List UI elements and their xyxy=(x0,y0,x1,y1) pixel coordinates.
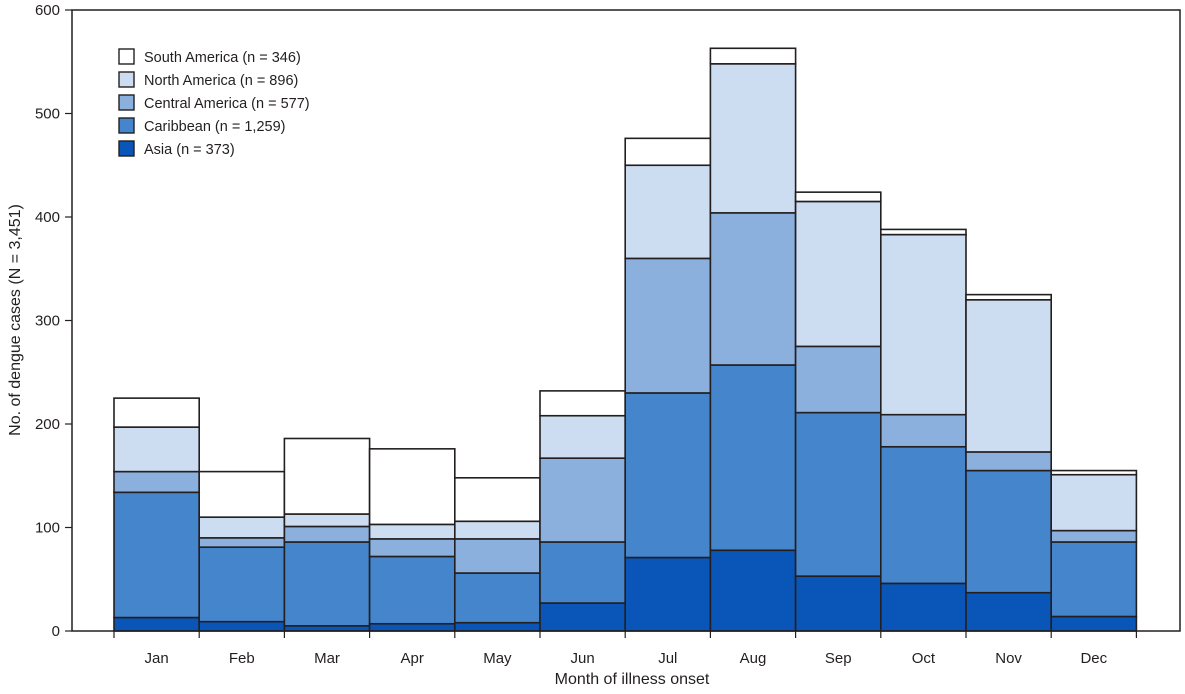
bar-segment-mar-series-1 xyxy=(283,541,371,627)
bars-group xyxy=(113,47,1138,632)
bar-segment-dec-series-0 xyxy=(1050,615,1138,632)
bar-segment-mar-series-2 xyxy=(283,525,371,543)
bar-segment-dec-series-1 xyxy=(1050,541,1138,618)
bar-segment-apr-series-3 xyxy=(368,523,456,540)
bar-segment-aug-series-1 xyxy=(709,364,797,552)
bar-segment-mar-series-3 xyxy=(283,513,371,528)
x-tick-label-mar: Mar xyxy=(314,650,340,667)
legend-label: South America (n = 346) xyxy=(144,50,301,66)
legend: South America (n = 346) North America (n … xyxy=(118,48,310,158)
y-tick-label: 200 xyxy=(35,416,60,433)
bar-segment-sep-series-2 xyxy=(794,345,882,414)
y-tick-label: 400 xyxy=(35,209,60,226)
bar-segment-jul-series-3 xyxy=(624,164,712,260)
bar-segment-sep-series-4 xyxy=(794,191,882,203)
bar-segment-jun-series-4 xyxy=(539,390,626,417)
bar-segment-jan-series-0 xyxy=(113,616,200,632)
y-tick-label: 0 xyxy=(52,623,60,640)
bar-segment-may-series-3 xyxy=(453,520,541,540)
legend-swatch xyxy=(118,71,135,88)
y-axis-label: No. of dengue cases (N = 3,451) xyxy=(7,204,24,436)
x-tick-label-aug: Aug xyxy=(740,650,767,667)
bar-segment-sep-series-3 xyxy=(794,200,882,348)
bar-segment-jun-series-1 xyxy=(539,541,626,604)
bar-segment-apr-series-2 xyxy=(368,538,456,558)
bar-segment-may-series-0 xyxy=(453,621,541,632)
bar-segment-dec-series-2 xyxy=(1050,529,1138,543)
bar-segment-aug-series-2 xyxy=(709,212,797,366)
bar-segment-jan-series-2 xyxy=(113,470,200,494)
bar-segment-jul-series-0 xyxy=(624,556,712,632)
bar-segment-nov-series-2 xyxy=(965,451,1052,472)
bar-segment-jul-series-4 xyxy=(624,137,712,167)
legend-label: Caribbean (n = 1,259) xyxy=(144,119,285,135)
bar-segment-feb-series-3 xyxy=(198,516,286,539)
legend-label: Asia (n = 373) xyxy=(144,142,235,158)
bar-segment-feb-series-0 xyxy=(198,620,286,632)
x-tick-label-nov: Nov xyxy=(995,650,1022,667)
x-tick-label-oct: Oct xyxy=(912,650,936,667)
y-axis: 0 100 200 300 400 500 600 xyxy=(35,2,72,640)
bar-segment-sep-series-1 xyxy=(794,411,882,577)
bar-segment-apr-series-1 xyxy=(368,555,456,625)
x-axis: Jan Feb Mar Apr May Jun Jul Aug Sep Oct Nov Dec xyxy=(113,631,1138,667)
bar-segment-oct-series-2 xyxy=(879,413,967,448)
y-tick-label: 500 xyxy=(35,106,60,123)
bar-segment-aug-series-0 xyxy=(709,549,797,632)
bar-segment-may-series-4 xyxy=(453,477,541,523)
bar-segment-may-series-2 xyxy=(453,538,541,574)
bar-segment-nov-series-1 xyxy=(965,469,1052,594)
x-tick-label-jan: Jan xyxy=(145,650,169,667)
legend-label: Central America (n = 577) xyxy=(144,96,310,112)
y-tick-label: 300 xyxy=(35,313,60,330)
bar-segment-jun-series-2 xyxy=(539,457,626,543)
bar-segment-apr-series-4 xyxy=(368,448,456,526)
legend-swatch xyxy=(118,94,135,111)
bar-segment-feb-series-4 xyxy=(198,470,286,518)
x-tick-label-jun: Jun xyxy=(571,650,595,667)
bar-segment-feb-series-2 xyxy=(198,537,286,548)
x-tick-label-feb: Feb xyxy=(229,650,255,667)
bar-segment-oct-series-4 xyxy=(879,228,967,236)
bar-segment-jul-series-1 xyxy=(624,392,712,559)
bar-segment-dec-series-4 xyxy=(1050,469,1138,476)
bar-segment-oct-series-3 xyxy=(879,233,967,416)
bar-segment-jan-series-4 xyxy=(113,397,200,428)
bar-segment-jul-series-2 xyxy=(624,257,712,394)
bar-segment-feb-series-1 xyxy=(198,546,286,623)
bar-segment-nov-series-4 xyxy=(965,293,1052,301)
legend-label: North America (n = 896) xyxy=(144,73,298,89)
bar-segment-jan-series-1 xyxy=(113,491,200,619)
bar-segment-jan-series-3 xyxy=(113,426,200,473)
bar-segment-aug-series-3 xyxy=(709,63,797,214)
legend-swatch xyxy=(118,48,135,65)
legend-swatch xyxy=(118,140,135,157)
x-tick-label-sep: Sep xyxy=(825,650,852,667)
legend-swatch xyxy=(118,117,135,134)
y-tick-label: 600 xyxy=(35,2,60,19)
bar-segment-aug-series-4 xyxy=(709,47,797,65)
bar-segment-apr-series-0 xyxy=(368,622,456,632)
bar-segment-oct-series-0 xyxy=(879,582,967,632)
bar-segment-may-series-1 xyxy=(453,572,541,624)
bar-segment-jun-series-0 xyxy=(539,602,626,632)
x-tick-label-may: May xyxy=(483,650,512,667)
y-tick-label: 100 xyxy=(35,520,60,537)
x-tick-label-dec: Dec xyxy=(1080,650,1107,667)
bar-segment-nov-series-3 xyxy=(965,298,1052,453)
bar-segment-dec-series-3 xyxy=(1050,473,1138,532)
x-tick-label-apr: Apr xyxy=(401,650,424,667)
bar-segment-sep-series-0 xyxy=(794,575,882,632)
bar-segment-jun-series-3 xyxy=(539,414,626,459)
x-axis-label: Month of illness onset xyxy=(555,671,710,688)
bar-segment-mar-series-4 xyxy=(283,437,371,515)
x-tick-label-jul: Jul xyxy=(658,650,677,667)
bar-segment-oct-series-1 xyxy=(879,445,967,585)
bar-segment-nov-series-0 xyxy=(965,591,1052,632)
